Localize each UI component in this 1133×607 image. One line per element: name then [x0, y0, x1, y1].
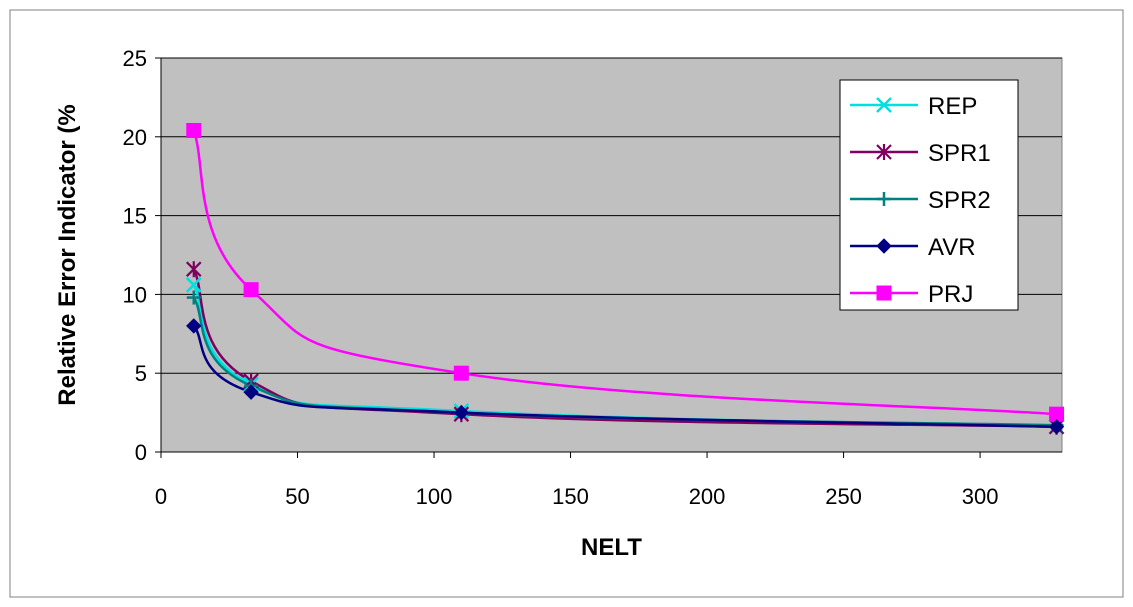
axes	[155, 57, 1062, 458]
data-point-avr	[243, 384, 259, 400]
x-tick-label: 200	[689, 484, 726, 509]
marker-stroke	[185, 277, 202, 293]
y-tick-label: 25	[123, 46, 147, 71]
x-axis-title: NELT	[581, 534, 642, 561]
y-tick-label: 15	[123, 204, 147, 229]
data-point-prj	[453, 365, 469, 381]
series-line-prj	[192, 130, 1057, 416]
data-point-avr	[1048, 419, 1065, 435]
data-point-prj	[186, 122, 202, 138]
legend-marker-rep	[876, 97, 892, 113]
y-tick-labels: 0 5 10 15 20 25	[123, 46, 147, 465]
data-point-prj	[1049, 406, 1065, 422]
legend-marker-prj	[876, 285, 892, 301]
legend-label-spr1: SPR1	[928, 140, 991, 167]
legend-label-rep: REP	[928, 93, 977, 120]
data-point-spr2	[186, 290, 201, 305]
legend-label-avr: AVR	[928, 234, 976, 261]
data-point-spr1	[185, 261, 202, 278]
data-point-avr	[186, 318, 202, 334]
legend-marker-spr2	[877, 192, 891, 206]
x-tick-label: 250	[825, 484, 862, 509]
y-tick-label: 5	[135, 361, 147, 386]
data-point-prj	[243, 282, 259, 298]
y-axis-title: Relative Error Indicator (%	[54, 104, 81, 405]
data-point-rep	[185, 277, 202, 293]
series-layer	[185, 122, 1065, 435]
x-tick-label: 0	[155, 484, 167, 509]
y-tick-label: 20	[123, 125, 147, 150]
x-tick-label: 150	[552, 484, 589, 509]
legend-label-spr2: SPR2	[928, 187, 991, 214]
series-line-avr	[192, 325, 1057, 429]
legend-box	[839, 79, 1019, 311]
y-tick-label: 0	[135, 440, 147, 465]
legend-marker-avr	[876, 238, 892, 254]
y-tick-label: 10	[123, 282, 147, 307]
x-tick-label: 50	[285, 484, 309, 509]
marker-stroke	[876, 97, 892, 113]
legend-marker-spr1	[876, 144, 892, 160]
legend-label-prj: PRJ	[928, 281, 973, 308]
data-point-avr	[453, 404, 470, 421]
x-tick-label: 100	[416, 484, 453, 509]
x-tick-label: 300	[962, 484, 999, 509]
x-tick-labels: 0 50 100 150 200 250 300	[155, 484, 999, 509]
legend: REP SPR1 SPR2 AVR PRJ	[839, 79, 1019, 311]
